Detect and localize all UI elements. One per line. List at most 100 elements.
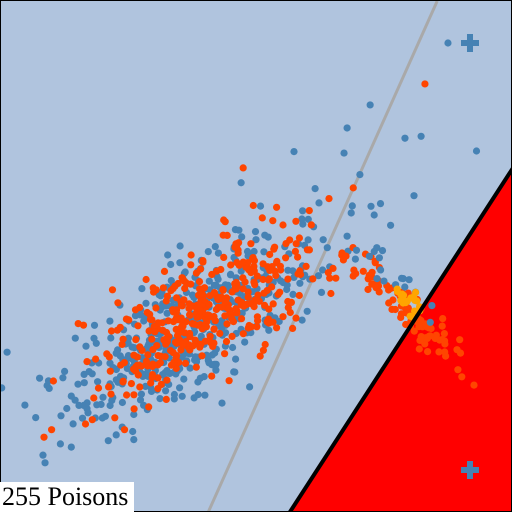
- data-point: [208, 270, 216, 279]
- data-point: [80, 379, 88, 387]
- data-point: [282, 254, 290, 262]
- data-point: [352, 246, 361, 254]
- data-point: [67, 443, 75, 451]
- data-point: [94, 378, 102, 386]
- data-point: [112, 431, 120, 439]
- data-point: [142, 275, 150, 284]
- data-point: [258, 214, 266, 222]
- data-point: [260, 289, 268, 297]
- data-point: [248, 254, 257, 263]
- data-point: [415, 345, 423, 353]
- data-point: [49, 377, 58, 385]
- data-point: [167, 277, 175, 285]
- data-point: [134, 322, 142, 330]
- data-point: [365, 252, 373, 260]
- data-point: [393, 285, 401, 293]
- data-point: [200, 373, 208, 381]
- data-point: [261, 340, 269, 349]
- data-point: [378, 247, 387, 255]
- data-point: [253, 272, 261, 280]
- data-point: [176, 259, 184, 267]
- data-point: [196, 307, 204, 315]
- data-point: [364, 285, 372, 294]
- data-point: [253, 297, 261, 305]
- data-point: [120, 426, 129, 434]
- data-point: [265, 326, 273, 334]
- data-point: [144, 351, 152, 359]
- data-point: [356, 171, 364, 179]
- data-point: [154, 352, 162, 360]
- data-point: [211, 349, 219, 357]
- data-point: [151, 328, 159, 336]
- data-point: [274, 290, 282, 298]
- data-point: [92, 355, 100, 363]
- data-point: [206, 332, 214, 340]
- data-point: [387, 221, 395, 229]
- data-point: [256, 352, 264, 360]
- data-point: [123, 391, 131, 399]
- data-point: [298, 215, 306, 223]
- data-point: [454, 366, 462, 374]
- data-point: [90, 394, 98, 402]
- data-point: [176, 242, 184, 250]
- data-point: [401, 134, 409, 142]
- data-point: [136, 311, 145, 319]
- data-point: [373, 275, 381, 283]
- data-point: [107, 327, 116, 335]
- data-point: [231, 368, 239, 376]
- data-point: [221, 298, 229, 306]
- data-point: [232, 305, 240, 313]
- data-point: [63, 404, 71, 413]
- data-point: [164, 251, 172, 259]
- data-point: [114, 346, 122, 354]
- data-point: [194, 391, 202, 399]
- data-point: [269, 217, 277, 225]
- data-point: [196, 343, 204, 351]
- data-point: [264, 233, 272, 241]
- data-point: [253, 323, 261, 331]
- data-point: [219, 231, 227, 239]
- data-point: [265, 275, 273, 283]
- data-point: [326, 274, 334, 282]
- data-point: [162, 395, 170, 403]
- data-point: [410, 327, 418, 335]
- data-point: [305, 246, 313, 254]
- data-point: [240, 302, 248, 310]
- data-point: [36, 374, 44, 382]
- data-point: [373, 244, 381, 252]
- data-point: [239, 258, 247, 266]
- data-point: [83, 358, 91, 366]
- data-point: [92, 339, 100, 347]
- data-point: [148, 373, 156, 381]
- data-point: [147, 379, 155, 387]
- data-point: [99, 393, 107, 401]
- data-point: [169, 306, 177, 314]
- data-point: [130, 391, 138, 399]
- data-point: [233, 242, 241, 250]
- data-point: [228, 332, 236, 340]
- data-point: [291, 247, 299, 255]
- data-point: [82, 342, 90, 350]
- data-point: [350, 266, 358, 274]
- data-point: [146, 310, 154, 318]
- data-point: [138, 285, 146, 293]
- data-point: [441, 340, 449, 348]
- data-point: [377, 266, 385, 274]
- data-point: [303, 307, 311, 315]
- data-point: [289, 324, 297, 332]
- data-point: [118, 398, 126, 407]
- data-point: [219, 286, 227, 294]
- data-point: [67, 392, 75, 400]
- data-point: [349, 272, 357, 280]
- data-point: [223, 320, 231, 328]
- data-point: [374, 282, 383, 290]
- data-point: [238, 233, 246, 241]
- data-point: [292, 314, 300, 322]
- data-point: [103, 350, 111, 358]
- data-point: [59, 374, 67, 382]
- data-point: [78, 414, 87, 422]
- data-point: [170, 390, 178, 399]
- data-point: [145, 327, 153, 335]
